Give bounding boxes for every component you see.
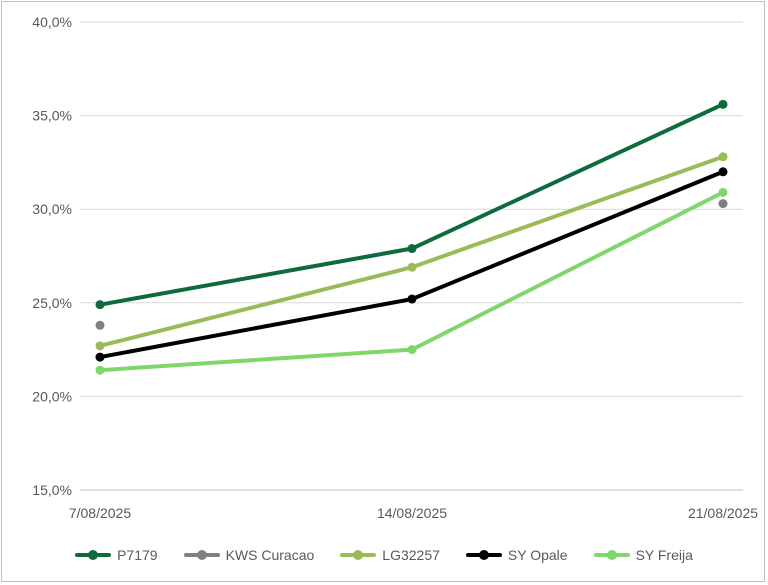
line-chart: 15,0% 20,0% 25,0% 30,0% 35,0% 40,0% 7/08/2025 1… [32,14,758,521]
data-point [95,341,105,351]
data-point [718,199,728,209]
chart-legend: P7179 KWS Curacao LG32257 SY Opale SY Freija [0,540,768,570]
data-point [95,352,105,362]
legend-swatch [183,550,220,560]
data-point [407,294,417,304]
series-line [98,102,725,307]
data-point [718,99,728,109]
data-point [407,244,417,254]
y-tick-label: 40,0% [32,14,72,30]
data-point [718,152,728,162]
data-point [718,167,728,177]
y-tick-label: 30,0% [32,201,72,217]
data-point [718,187,728,197]
x-tick-label: 7/08/2025 [69,505,131,521]
legend-swatch [75,550,112,560]
legend-item: SY Freija [593,547,693,563]
legend-label: SY Opale [507,547,568,563]
legend-item: LG32257 [340,547,440,563]
legend-item: P7179 [75,547,158,563]
x-tick-label: 14/08/2025 [377,505,447,521]
data-point [95,365,105,375]
data-point [95,320,105,330]
y-tick-label: 25,0% [32,295,72,311]
legend-label: SY Freija [635,547,693,563]
legend-item: SY Opale [465,547,568,563]
data-point [95,300,105,310]
data-point [407,345,417,355]
legend-label: P7179 [117,547,158,563]
legend-swatch [465,550,502,560]
y-tick-label: 20,0% [32,388,72,404]
series-line [98,190,725,373]
y-tick-label: 35,0% [32,108,72,124]
legend-label: LG32257 [382,547,440,563]
legend-swatch [593,550,630,560]
legend-label: KWS Curacao [225,547,315,563]
legend-item: KWS Curacao [183,547,315,563]
x-tick-label: 21/08/2025 [688,505,758,521]
data-point [407,262,417,272]
legend-swatch [340,550,377,560]
y-tick-label: 15,0% [32,482,72,498]
